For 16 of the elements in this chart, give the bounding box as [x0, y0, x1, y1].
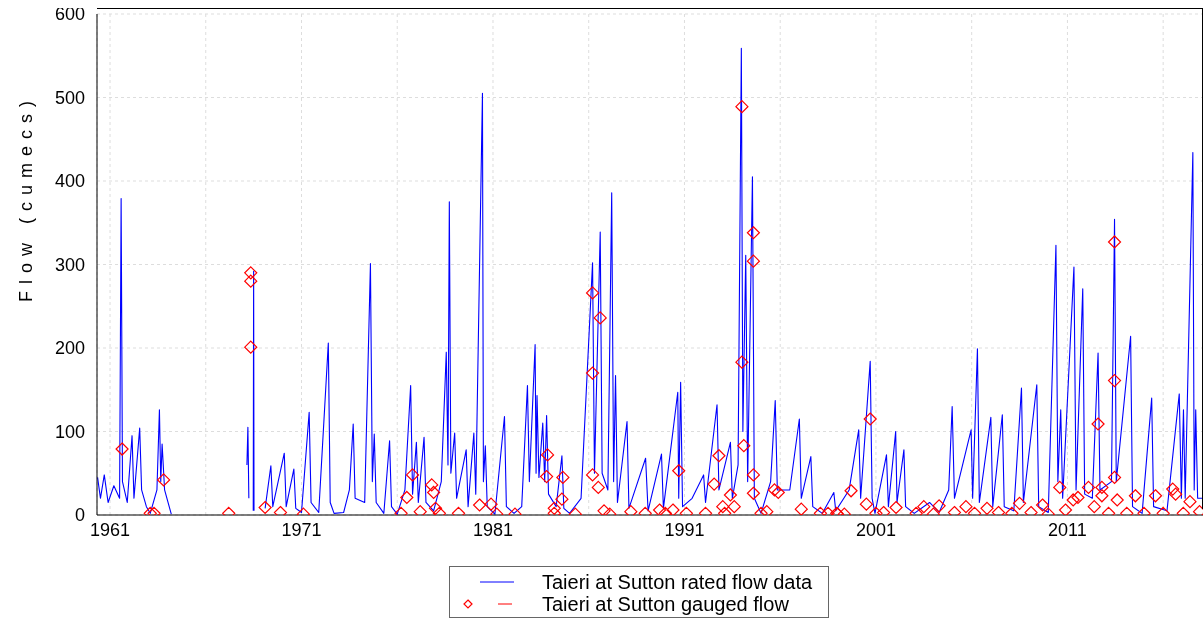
x-tick-label: 1971	[281, 519, 322, 540]
y-tick-label: 100	[54, 421, 85, 442]
y-tick-label: 300	[54, 254, 85, 275]
legend-label: Taieri at Sutton gauged flow	[542, 593, 789, 615]
y-tick-label: 400	[54, 171, 85, 191]
y-tick-label: 200	[54, 338, 85, 358]
y-axis-title: Flow (cumecs)	[16, 93, 36, 303]
legend-label: Taieri at Sutton rated flow data	[542, 571, 813, 593]
x-tick-label: 2011	[1048, 519, 1087, 540]
y-tick-label: 0	[74, 505, 85, 525]
x-tick-label: 1991	[664, 519, 705, 540]
x-tick-label: 1981	[472, 519, 514, 540]
y-tick-label: 500	[54, 87, 85, 108]
x-tick-label: 2001	[855, 519, 896, 540]
y-tick-label: 600	[54, 4, 85, 24]
x-tick-label: 1961	[90, 519, 131, 540]
